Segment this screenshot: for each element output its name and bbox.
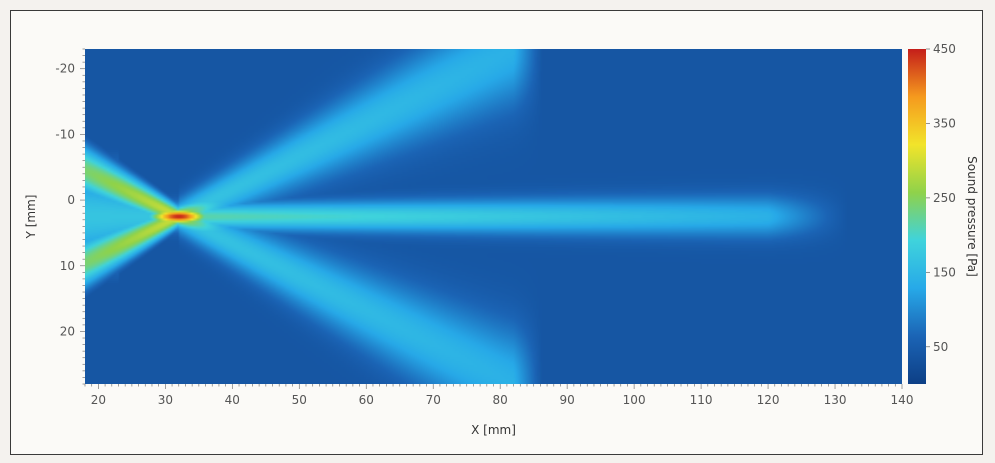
y-axis: -20 -10 0 10 20 (55, 48, 85, 385)
colorbar-title: Sound pressure [Pa] (965, 156, 979, 277)
x-tick-label: 50 (292, 393, 307, 407)
colorbar: 50 150 250 350 450 (908, 42, 956, 384)
x-axis: 20 30 40 50 60 70 80 90 100 110 120 130 140 (84, 384, 914, 407)
x-tick-label: 90 (560, 393, 575, 407)
x-tick-label: 70 (426, 393, 441, 407)
x-tick-label: 110 (690, 393, 713, 407)
colorbar-tick-label: 150 (933, 265, 956, 279)
colorbar-tick-label: 250 (933, 191, 956, 205)
plot-area (85, 49, 902, 384)
colorbar-tick-label: 350 (933, 116, 956, 130)
y-axis-title: Y [mm] (24, 195, 38, 240)
y-tick-label: 20 (60, 324, 75, 338)
y-tick-label: 0 (67, 193, 75, 207)
y-tick-label: 10 (60, 259, 75, 273)
x-tick-label: 30 (158, 393, 173, 407)
y-tick-label: -10 (55, 127, 75, 141)
x-tick-label: 40 (225, 393, 240, 407)
x-tick-label: 140 (891, 393, 914, 407)
x-axis-title: X [mm] (471, 423, 516, 437)
colorbar-tick-label: 50 (933, 340, 948, 354)
y-tick-label: -20 (55, 62, 75, 76)
chart-frame: 20 30 40 50 60 70 80 90 100 110 120 130 140 -20 -10 0 1… (10, 10, 983, 455)
x-tick-label: 60 (359, 393, 374, 407)
colorbar-tick-label: 450 (933, 42, 956, 56)
colorbar-gradient (908, 49, 926, 384)
pressure-field-image (85, 49, 902, 384)
x-tick-label: 130 (824, 393, 847, 407)
x-tick-label: 120 (757, 393, 780, 407)
heatmap-chart: 20 30 40 50 60 70 80 90 100 110 120 130 140 -20 -10 0 1… (24, 42, 979, 437)
x-tick-label: 20 (91, 393, 106, 407)
x-tick-label: 80 (493, 393, 508, 407)
x-tick-label: 100 (623, 393, 646, 407)
